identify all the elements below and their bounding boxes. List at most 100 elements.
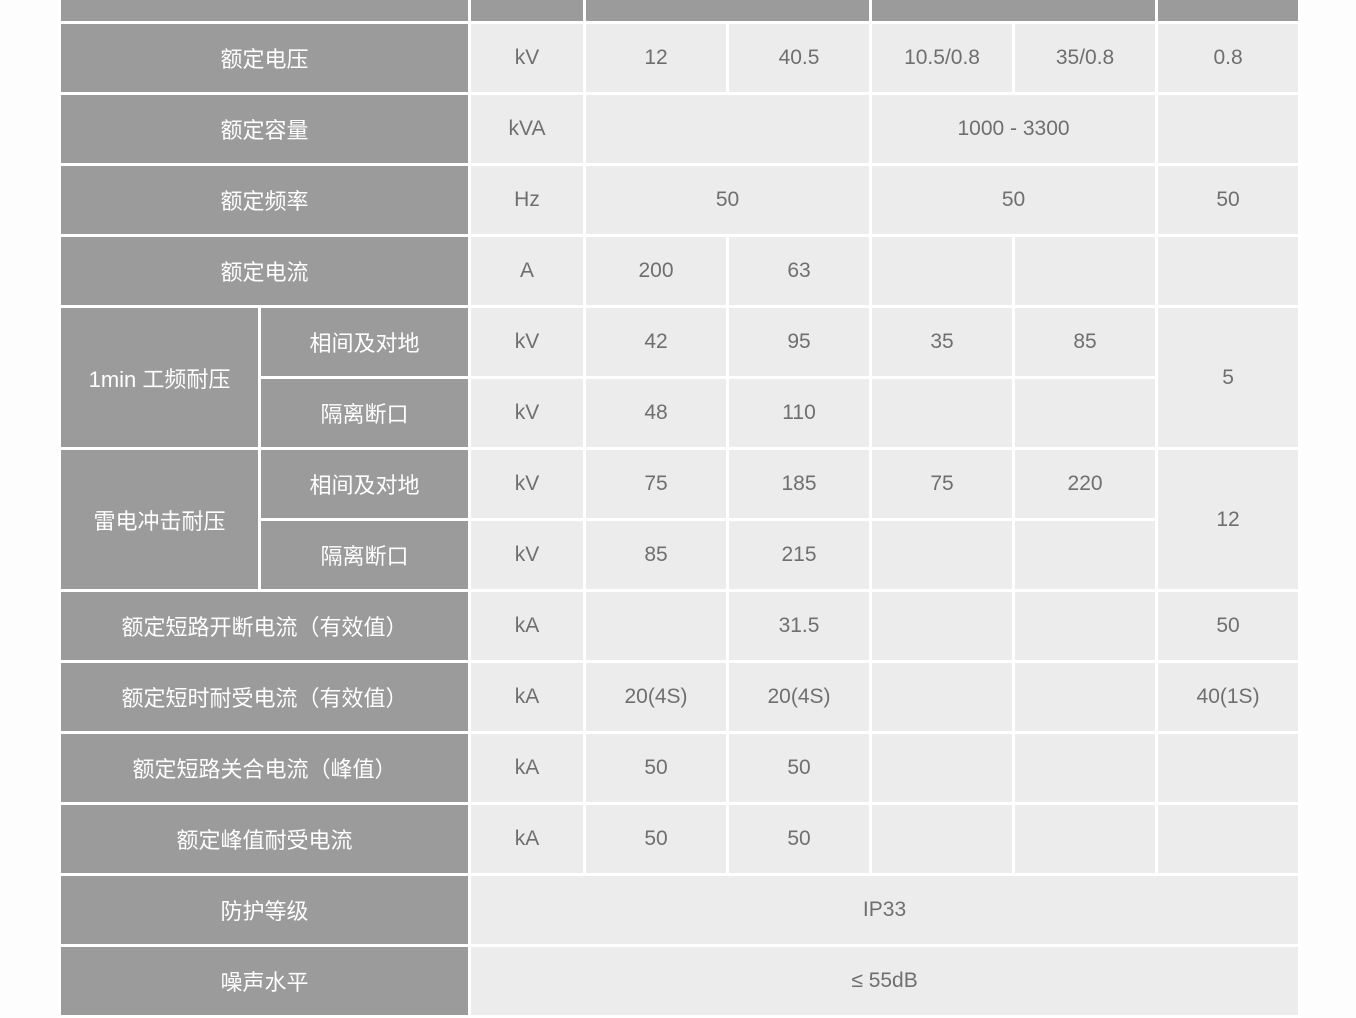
row-st-withstand: 额定短时耐受电流（有效值） kA 20(4S) 20(4S) 40(1S) [60, 662, 1300, 733]
data-cell: ≤ 55dB [470, 946, 1300, 1017]
data-cell: 5 [1157, 307, 1300, 449]
label-protection: 防护等级 [60, 875, 470, 946]
data-cell: 220 [1014, 449, 1157, 520]
data-cell: 20(4S) [585, 662, 728, 733]
row-sc-break: 额定短路开断电流（有效值） kA 31.5 50 [60, 591, 1300, 662]
hdr-transformer: 变压器 [871, 0, 1157, 23]
data-cell [1157, 94, 1300, 165]
data-cell: 75 [585, 449, 728, 520]
hdr-project: 项目 [60, 0, 470, 23]
row-rated-current: 额定电流 A 200 63 [60, 236, 1300, 307]
row-rated-freq: 额定频率 Hz 50 50 50 [60, 165, 1300, 236]
data-cell: 50 [728, 733, 871, 804]
label-impulse-group: 雷电冲击耐压 [60, 449, 260, 591]
data-cell: 200 [585, 236, 728, 307]
data-cell [1014, 804, 1157, 875]
hdr-lv-device: 低压电器 [1157, 0, 1300, 23]
unit-cell: kV [470, 23, 585, 94]
data-cell: 185 [728, 449, 871, 520]
header-row: 项目 单位 高压开关 变压器 低压电器 [60, 0, 1300, 23]
data-cell [871, 520, 1014, 591]
data-cell [871, 804, 1014, 875]
row-sc-making: 额定短路关合电流（峰值） kA 50 50 [60, 733, 1300, 804]
data-cell: 50 [1157, 591, 1300, 662]
data-cell [871, 378, 1014, 449]
spec-table-container: 项目 单位 高压开关 变压器 低压电器 额定电压 kV 12 40.5 10.5… [58, 0, 1298, 1018]
data-cell: 50 [1157, 165, 1300, 236]
data-cell [1014, 236, 1157, 307]
data-cell [1014, 378, 1157, 449]
label-sc-making: 额定短路关合电流（峰值） [60, 733, 470, 804]
data-cell: 50 [585, 733, 728, 804]
label-pf-group: 1min 工频耐压 [60, 307, 260, 449]
row-protection: 防护等级 IP33 [60, 875, 1300, 946]
unit-cell: kA [470, 733, 585, 804]
data-cell: IP33 [470, 875, 1300, 946]
label-pf-phase-ground: 相间及对地 [260, 307, 470, 378]
data-cell: 0.8 [1157, 23, 1300, 94]
unit-cell: kVA [470, 94, 585, 165]
data-cell: 85 [1014, 307, 1157, 378]
data-cell: 10.5/0.8 [871, 23, 1014, 94]
data-cell [871, 662, 1014, 733]
data-cell: 63 [728, 236, 871, 307]
data-cell [1014, 591, 1157, 662]
label-rated-voltage: 额定电压 [60, 23, 470, 94]
data-cell: 95 [728, 307, 871, 378]
unit-cell: kV [470, 449, 585, 520]
data-cell: 75 [871, 449, 1014, 520]
data-cell: 12 [585, 23, 728, 94]
data-cell: 42 [585, 307, 728, 378]
label-peak-withstand: 额定峰值耐受电流 [60, 804, 470, 875]
row-impulse-phase-ground: 雷电冲击耐压 相间及对地 kV 75 185 75 220 12 [60, 449, 1300, 520]
label-sc-break: 额定短路开断电流（有效值） [60, 591, 470, 662]
row-rated-voltage: 额定电压 kV 12 40.5 10.5/0.8 35/0.8 0.8 [60, 23, 1300, 94]
label-pf-isolation: 隔离断口 [260, 378, 470, 449]
data-cell [871, 236, 1014, 307]
data-cell: 48 [585, 378, 728, 449]
data-cell: 20(4S) [728, 662, 871, 733]
data-cell [585, 94, 871, 165]
unit-cell: kV [470, 378, 585, 449]
data-cell: 1000 - 3300 [871, 94, 1157, 165]
data-cell: 35 [871, 307, 1014, 378]
unit-cell: kA [470, 662, 585, 733]
data-cell: 50 [728, 804, 871, 875]
label-noise: 噪声水平 [60, 946, 470, 1017]
data-cell: 50 [585, 804, 728, 875]
row-peak-withstand: 额定峰值耐受电流 kA 50 50 [60, 804, 1300, 875]
data-cell: 110 [728, 378, 871, 449]
data-cell [1014, 520, 1157, 591]
data-cell: 35/0.8 [1014, 23, 1157, 94]
data-cell [585, 591, 728, 662]
hdr-hv-switch: 高压开关 [585, 0, 871, 23]
unit-cell: kA [470, 804, 585, 875]
data-cell: 12 [1157, 449, 1300, 591]
data-cell: 40.5 [728, 23, 871, 94]
data-cell: 40(1S) [1157, 662, 1300, 733]
label-rated-current: 额定电流 [60, 236, 470, 307]
label-st-withstand: 额定短时耐受电流（有效值） [60, 662, 470, 733]
data-cell [871, 733, 1014, 804]
row-rated-capacity: 额定容量 kVA 1000 - 3300 [60, 94, 1300, 165]
data-cell: 50 [585, 165, 871, 236]
data-cell [1157, 236, 1300, 307]
spec-table: 项目 单位 高压开关 变压器 低压电器 额定电压 kV 12 40.5 10.5… [58, 0, 1301, 1018]
data-cell: 31.5 [728, 591, 871, 662]
data-cell [1157, 733, 1300, 804]
data-cell: 50 [871, 165, 1157, 236]
hdr-unit: 单位 [470, 0, 585, 23]
data-cell: 85 [585, 520, 728, 591]
unit-cell: kV [470, 307, 585, 378]
label-rated-freq: 额定频率 [60, 165, 470, 236]
row-pf-phase-ground: 1min 工频耐压 相间及对地 kV 42 95 35 85 5 [60, 307, 1300, 378]
unit-cell: kA [470, 591, 585, 662]
label-rated-capacity: 额定容量 [60, 94, 470, 165]
data-cell: 215 [728, 520, 871, 591]
unit-cell: Hz [470, 165, 585, 236]
data-cell [871, 591, 1014, 662]
data-cell [1014, 662, 1157, 733]
unit-cell: kV [470, 520, 585, 591]
data-cell [1014, 733, 1157, 804]
label-impulse-phase-ground: 相间及对地 [260, 449, 470, 520]
